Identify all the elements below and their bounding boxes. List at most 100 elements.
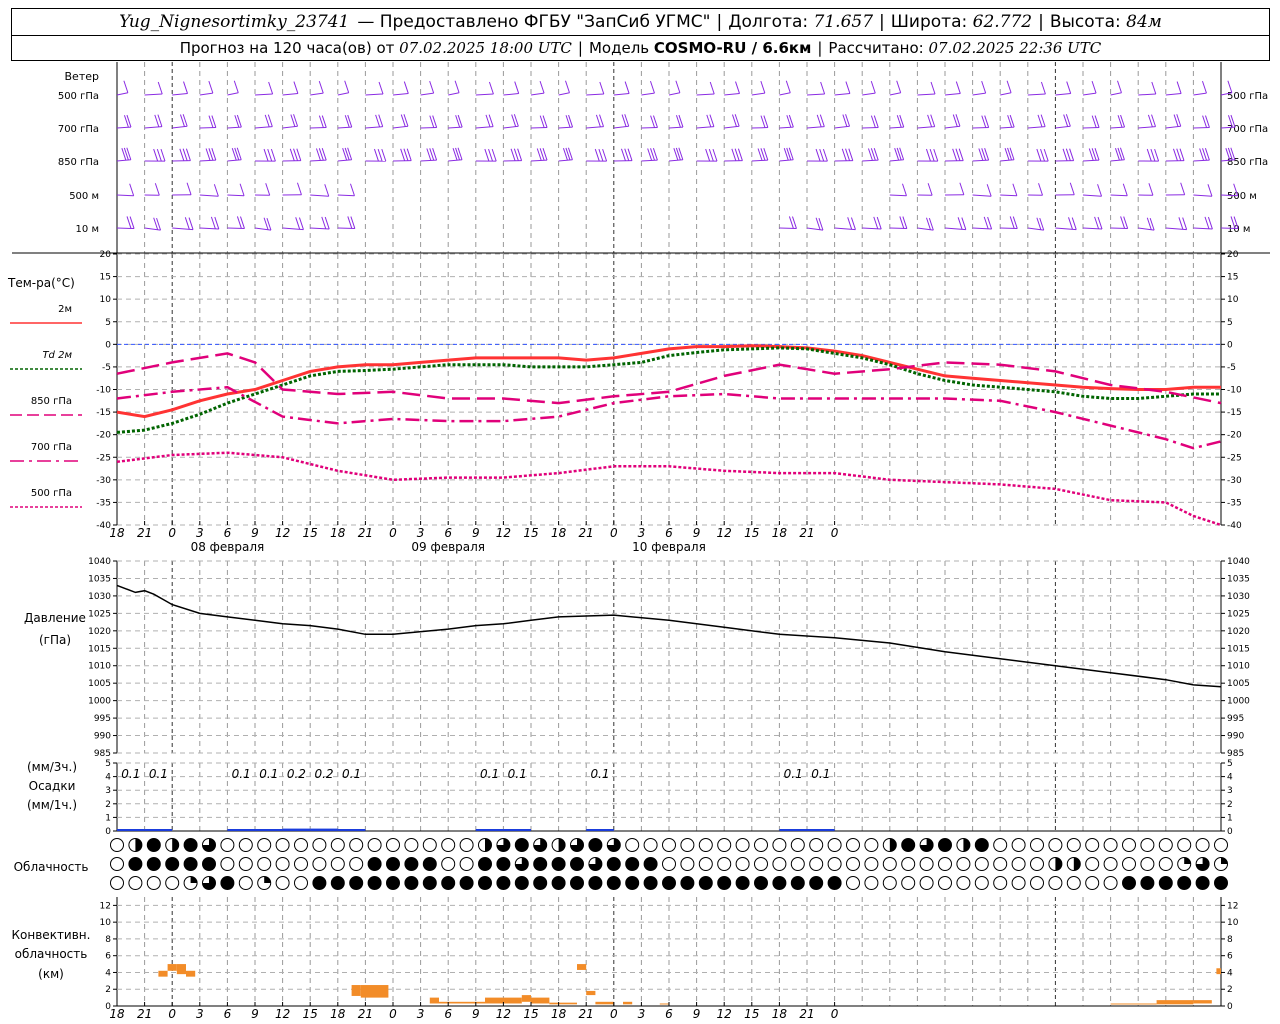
cloud-cover-symbol-fill — [496, 857, 510, 871]
wind-barb-feather — [1038, 183, 1044, 196]
wind-barb-staff — [944, 125, 961, 129]
wind-barb-feather — [1009, 147, 1015, 160]
cloud-cover-symbol — [165, 876, 180, 890]
wind-barb-feather — [870, 115, 876, 128]
precip-bar — [282, 828, 311, 831]
wind-barb-feather — [783, 148, 789, 161]
cloud-cover-symbol — [882, 857, 897, 871]
wind-barb-feather — [154, 183, 160, 196]
wind-barb-feather — [1040, 81, 1046, 95]
cloud-cover-symbol — [110, 857, 124, 871]
precip-bar — [475, 829, 504, 831]
wind-barb-staff — [917, 93, 936, 96]
precip-bar — [779, 829, 807, 831]
wind-barb-staff — [227, 194, 245, 197]
wind-barb-staff — [282, 227, 304, 231]
cloud-cover-symbol-fill — [828, 876, 842, 890]
wind-barb-staff — [558, 126, 573, 129]
wind-level-label-right: 10 м — [1227, 224, 1250, 235]
temp-ytick-label: -40 — [96, 521, 111, 531]
temperature-panel: 2м Td 2м 850 гПа 700 гПа 500 гПа — [10, 304, 1222, 527]
cloud-cover-symbol-fill — [147, 857, 161, 871]
convective-cloud-bar — [577, 964, 587, 970]
cloud-cover-symbol — [974, 876, 989, 890]
wind-barb-feather — [514, 81, 520, 94]
wind-barb-staff — [1220, 92, 1232, 96]
wind-barb-staff — [1055, 93, 1071, 96]
cloud-cover-symbol — [1214, 838, 1228, 852]
time-tick-label: 0 — [389, 526, 397, 540]
wind-barb-feather — [760, 115, 766, 128]
precip-amount-label: 0.1 — [508, 767, 527, 781]
time-tick-label: 12 — [496, 526, 511, 540]
pres-ytick-label: 1040 — [1227, 557, 1250, 567]
wind-barb-feather — [1122, 183, 1128, 196]
wind-barb-feather — [1009, 114, 1015, 128]
cloud-cover-symbol-fill — [496, 838, 510, 852]
cloud-cover-symbol-fill — [558, 838, 566, 852]
wind-barb-feather — [981, 115, 987, 128]
wind-barb-staff — [503, 125, 519, 129]
wind-barb-feather — [1230, 114, 1236, 128]
wind-barb-feather — [156, 148, 162, 162]
wind-barb-feather — [153, 217, 159, 230]
wind-barb-feather — [820, 81, 826, 95]
precip-amount-label: 0.1 — [811, 767, 830, 781]
cloud-cover-symbol-fill — [680, 876, 694, 890]
cloud-cover-symbol — [846, 838, 860, 852]
wind-barb-feather — [899, 114, 905, 128]
wind-barb-feather — [894, 148, 900, 161]
cloud-cover-symbol — [846, 857, 860, 871]
wind-barb-feather — [927, 183, 933, 196]
wind-barb-feather — [293, 148, 299, 161]
cloud-cover-symbol — [790, 857, 805, 871]
wind-barb-feather — [1036, 148, 1042, 162]
wind-barb-feather — [1227, 115, 1233, 128]
wind-barb-feather — [928, 217, 934, 231]
wind-barb-feather — [981, 148, 987, 161]
cloud-cover-symbol-fill — [920, 838, 934, 852]
wind-barb-feather — [1063, 114, 1069, 127]
wind-barb-feather — [236, 114, 242, 128]
cloud-cover-symbol-fill — [570, 838, 584, 852]
wind-barb-staff — [917, 126, 935, 129]
wind-barb-feather — [1176, 114, 1182, 127]
wind-barb-feather — [1151, 81, 1157, 95]
wind-barb-feather — [896, 147, 902, 161]
cloud-cover-symbol — [1195, 838, 1210, 852]
wind-barb-feather — [763, 115, 769, 128]
wind-barb-feather — [188, 217, 194, 230]
wind-barb-feather — [511, 114, 517, 127]
wind-barb-feather — [678, 147, 684, 160]
wind-barb-feather — [650, 148, 656, 161]
time-tick-label: 15 — [303, 526, 318, 540]
wind-barb-feather — [876, 216, 882, 230]
wind-barb-feather — [1091, 80, 1097, 94]
time-tick-label: 21 — [137, 526, 152, 540]
cloud-cover-symbol-fill — [791, 876, 805, 890]
precip-bar — [503, 829, 531, 831]
cloud-cover-symbol-fill — [901, 838, 915, 852]
wind-barb-feather — [562, 148, 568, 161]
wind-barb-feather — [265, 183, 271, 196]
cloud-cover-symbol-fill — [607, 857, 621, 871]
pressure-unit: (гПа) — [39, 633, 71, 647]
wind-barb-feather — [485, 114, 491, 128]
wind-barb-feather — [952, 114, 958, 127]
cloud-cover-symbol-fill — [172, 838, 179, 852]
cloud-cover-symbol — [459, 857, 474, 871]
wind-barb-feather — [1148, 183, 1154, 196]
wind-barb-feather — [270, 148, 276, 162]
cloud-cover-symbol — [220, 838, 235, 852]
wind-barb-feather — [955, 148, 961, 161]
wind-barb-feather — [870, 80, 876, 94]
wind-barb-staff — [1110, 194, 1128, 197]
day-label: 09 февраля — [411, 540, 485, 554]
wind-barb-feather — [1202, 148, 1208, 161]
wind-barb-feather — [983, 216, 989, 230]
wind-barb-feather — [210, 216, 216, 230]
cloud-cover-symbol-fill — [1214, 876, 1228, 890]
wind-barb-feather — [624, 114, 630, 127]
convective-cloud-bar — [1216, 968, 1221, 975]
time-tick-label: 6 — [665, 1007, 673, 1021]
